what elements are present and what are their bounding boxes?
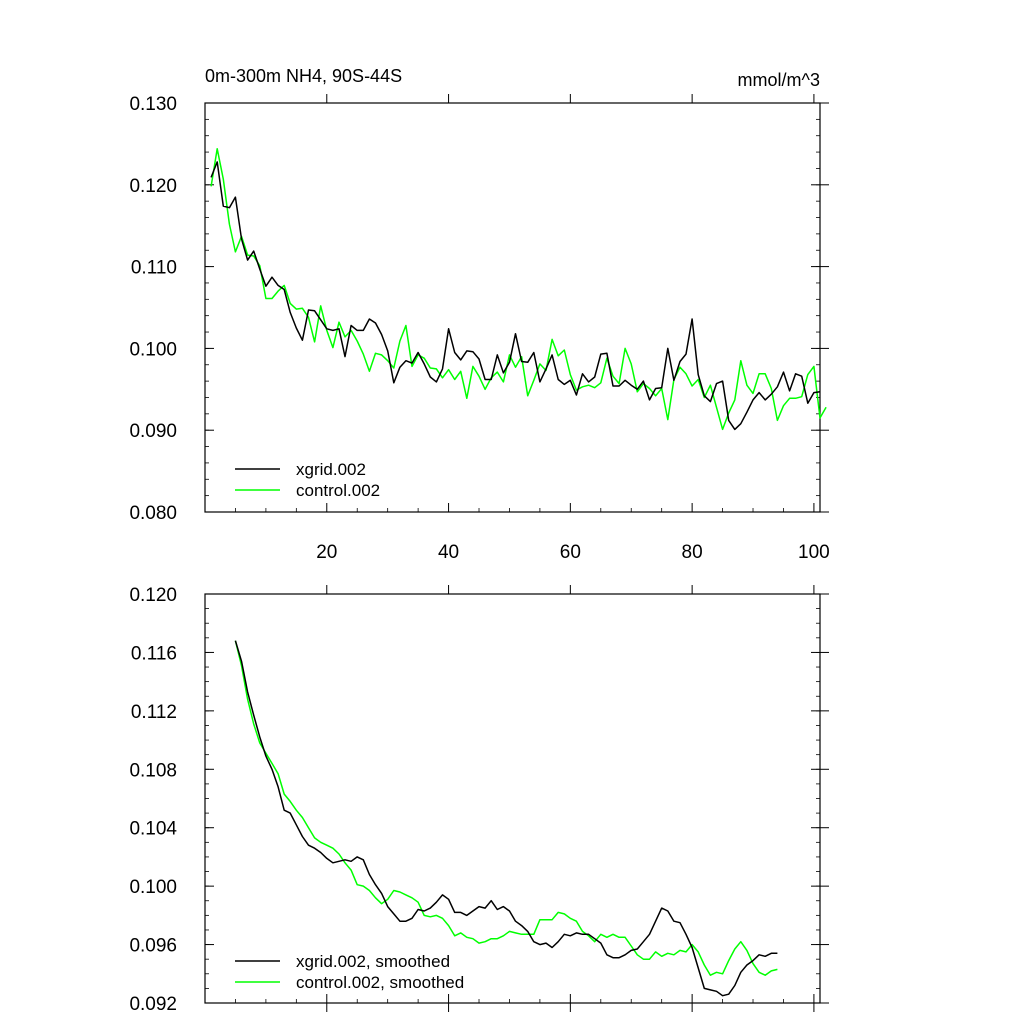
- legend-label-xgrid-smoothed: xgrid.002, smoothed: [296, 952, 450, 971]
- y-tick-label: 0.110: [131, 258, 177, 279]
- top-panel: 0m-300m NH4, 90S-44S mmol/m^3 0.080 0.090…: [129, 66, 829, 563]
- y-tick-label: 0.100: [129, 877, 177, 898]
- bottom-ticks: 0.092 0.096 0.100 0.104 0.108 0.112 0.116 0.120: [129, 585, 829, 1015]
- x-tick-label: 20: [316, 542, 337, 563]
- y-tick-label: 0.096: [129, 936, 177, 957]
- top-plot-frame: [204, 102, 821, 513]
- bottom-series-lines: [234, 640, 778, 997]
- y-tick-label: 0.120: [129, 176, 177, 197]
- y-tick-label: 0.120: [129, 585, 177, 606]
- y-tick-label: 0.104: [129, 819, 177, 840]
- bottom-panel: 0.092 0.096 0.100 0.104 0.108 0.112 0.116 0.120…: [129, 585, 829, 1015]
- y-tick-label: 0.112: [131, 702, 177, 723]
- x-tick-label: 40: [438, 542, 459, 563]
- y-tick-label: 0.080: [129, 503, 177, 524]
- x-tick-label: 100: [798, 542, 830, 563]
- legend-label-control: control.002: [296, 481, 380, 500]
- series-line-xgrid-002-smoothed: [234, 640, 778, 997]
- top-ticks: 0.080 0.090 0.100 0.110 0.120 0.130 20 40 60 80 10…: [129, 94, 830, 563]
- x-tick-label: 60: [560, 542, 581, 563]
- x-tick-label: 80: [682, 542, 703, 563]
- series-line-xgrid-002: [210, 161, 821, 431]
- y-tick-label: 0.116: [131, 643, 177, 664]
- top-chart-title: 0m-300m NH4, 90S-44S: [205, 66, 402, 86]
- y-tick-label: 0.130: [129, 94, 177, 115]
- series-line-control-002: [210, 148, 827, 431]
- y-tick-label: 0.100: [129, 339, 177, 360]
- series-line-control-002-smoothed: [234, 640, 778, 976]
- top-legend: xgrid.002 control.002: [235, 460, 380, 500]
- y-tick-label: 0.108: [129, 760, 177, 781]
- y-tick-label: 0.090: [129, 421, 177, 442]
- top-series-lines: [210, 148, 827, 431]
- legend-label-xgrid: xgrid.002: [296, 460, 366, 479]
- top-chart-units: mmol/m^3: [738, 70, 820, 90]
- legend-label-control-smoothed: control.002, smoothed: [296, 973, 464, 992]
- bottom-plot-frame: [204, 593, 821, 1004]
- bottom-legend: xgrid.002, smoothed control.002, smoothe…: [235, 952, 464, 992]
- y-tick-label: 0.092: [129, 994, 177, 1015]
